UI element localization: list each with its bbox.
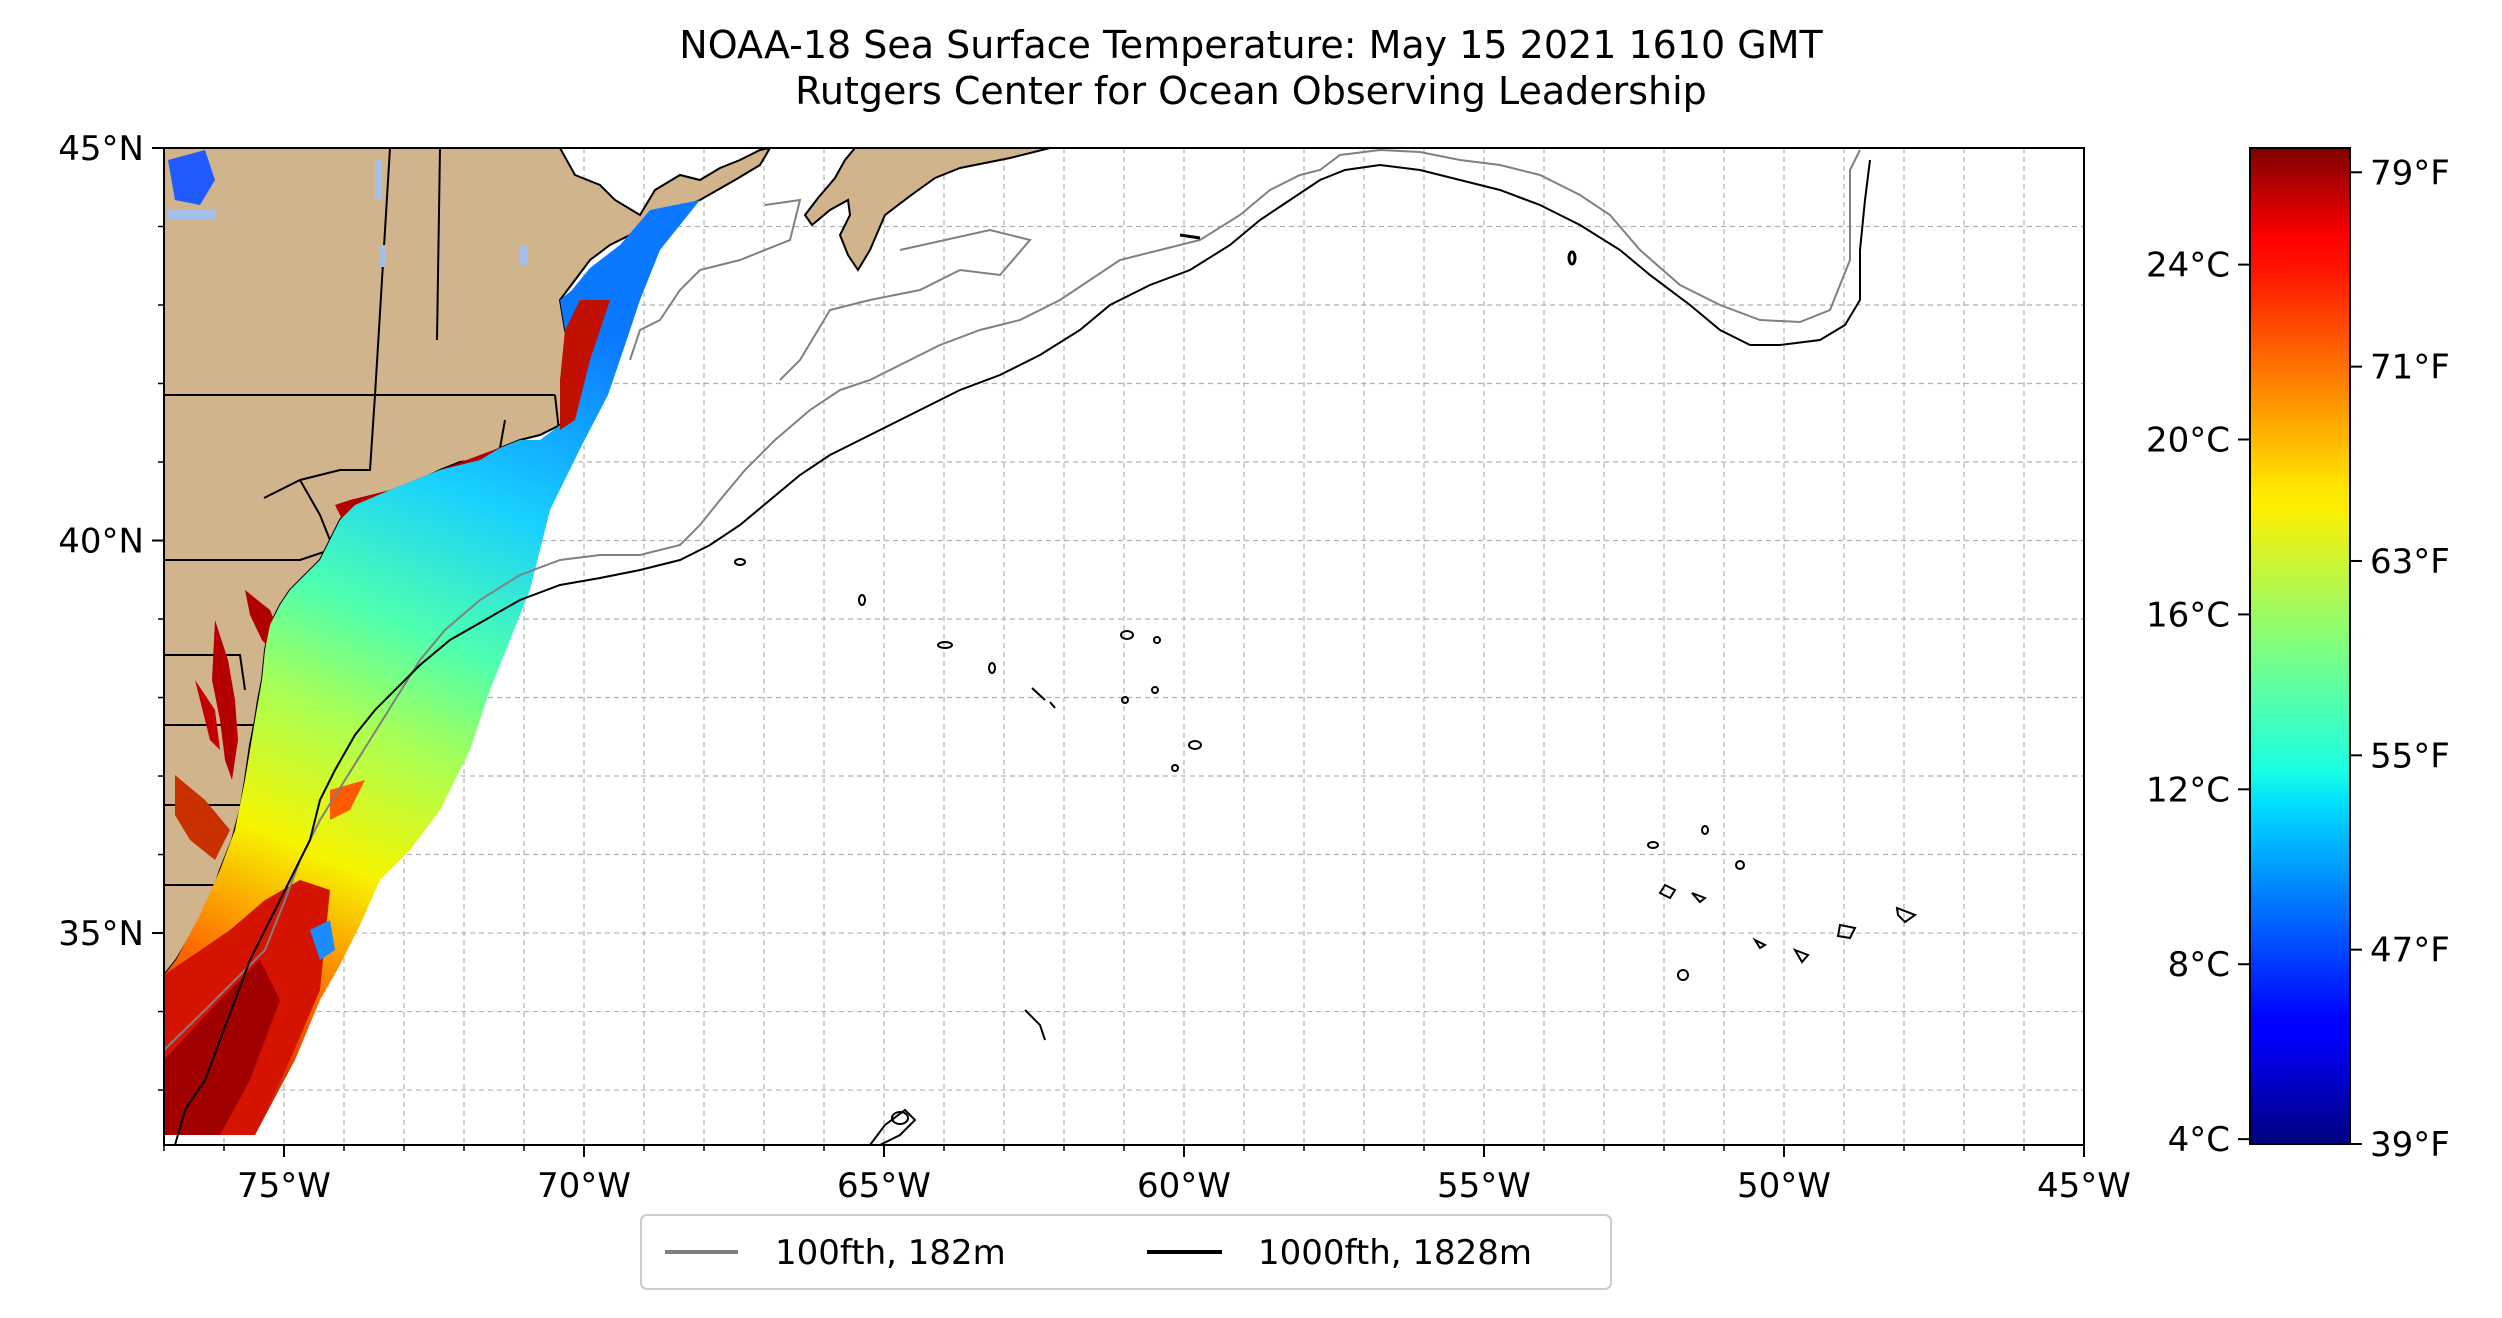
lon-tick-label: 70°W [537,1166,631,1206]
contour-100fth-gulf [629,198,1032,381]
fahrenheit-tick-label: 63°F [2370,542,2450,582]
longitude-axis: 75°W 70°W 65°W 60°W 55°W 50°W 45°W [163,1145,2131,1206]
lat-tick-label: 40°N [58,522,144,562]
celsius-tick-label: 20°C [2146,421,2230,461]
legend-label-1000fth: 1000fth, 1828m [1258,1233,1532,1273]
inland-water [168,160,528,267]
colorbar-celsius-axis: 4°C 8°C 12°C 16°C 20°C 24°C [2146,246,2250,1160]
fahrenheit-tick-label: 71°F [2370,348,2450,388]
sst-swath [164,200,700,1135]
map-panel: 75°W 70°W 65°W 60°W 55°W 50°W 45°W 45°N 40°N 35°… [58,129,2131,1206]
lat-tick-label: 35°N [58,914,144,954]
title-line-1: NOAA-18 Sea Surface Temperature: May 15 … [679,23,1823,67]
celsius-tick-label: 4°C [2168,1120,2230,1160]
northern-islands [1179,233,1577,266]
title-line-2: Rutgers Center for Ocean Observing Leade… [795,69,1707,113]
nova-scotia-land [803,148,1051,272]
lon-tick-label: 60°W [1137,1166,1231,1206]
lon-tick-label: 50°W [1737,1166,1831,1206]
fahrenheit-tick-label: 47°F [2370,931,2450,971]
map-title: NOAA-18 Sea Surface Temperature: May 15 … [0,22,2502,114]
lat-tick-label: 45°N [58,129,144,169]
legend: 100fth, 182m 1000fth, 1828m [640,1214,1612,1290]
latitude-axis: 45°N 40°N 35°N [58,129,164,1091]
lon-tick-label: 75°W [237,1166,331,1206]
celsius-tick-label: 12°C [2146,770,2230,810]
celsius-tick-label: 8°C [2168,945,2230,985]
celsius-tick-label: 16°C [2146,595,2230,635]
fahrenheit-tick-label: 39°F [2370,1125,2450,1165]
colorbar: 4°C 8°C 12°C 16°C 20°C 24°C 39°F 47°F 55°F 63°F 7… [2146,147,2450,1165]
lon-tick-label: 45°W [2037,1166,2131,1206]
fahrenheit-tick-label: 79°F [2370,153,2450,193]
lon-tick-label: 65°W [837,1166,931,1206]
lon-tick-label: 55°W [1437,1166,1531,1206]
contour-1000fth [174,159,1871,1145]
fahrenheit-tick-label: 55°F [2370,736,2450,776]
contour-100fth [164,148,1861,1051]
celsius-tick-label: 24°C [2146,246,2230,286]
seamounts [734,558,1918,1145]
colorbar-fahrenheit-axis: 39°F 47°F 55°F 63°F 71°F 79°F [2350,153,2450,1165]
colorbar-gradient [2249,147,2351,1145]
legend-label-100fth: 100fth, 182m [775,1233,1006,1273]
legend-box [640,1214,1612,1290]
